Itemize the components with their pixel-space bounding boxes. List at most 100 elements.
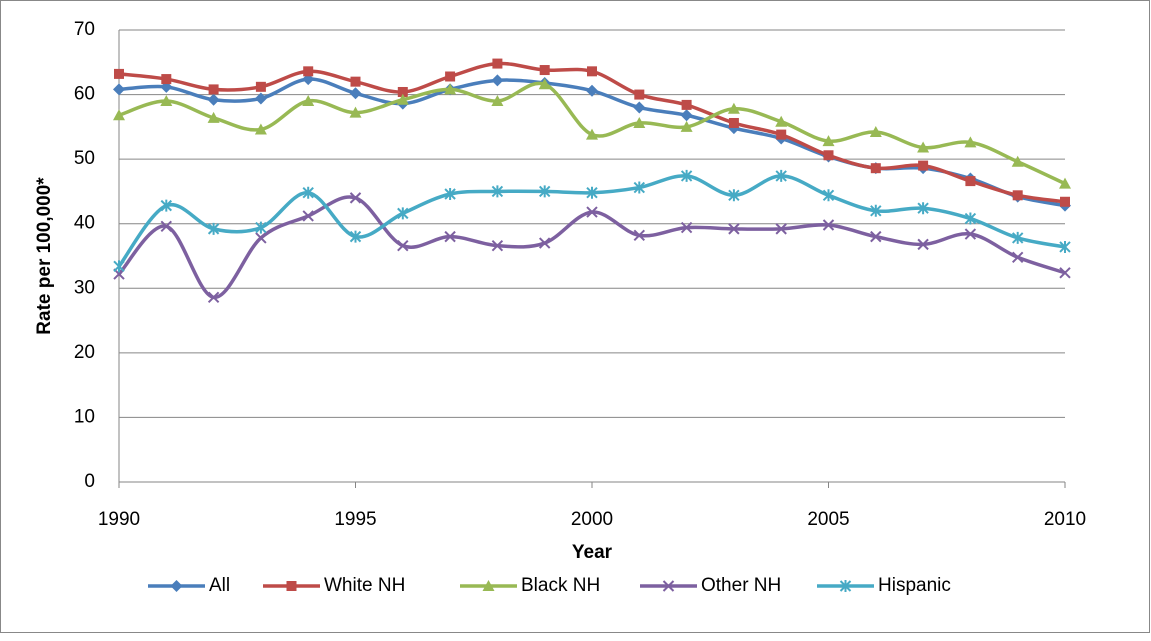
marker (170, 580, 183, 592)
x-axis-label: Year (572, 542, 613, 563)
marker (587, 66, 597, 77)
marker (160, 220, 173, 233)
marker (870, 230, 882, 243)
marker (207, 111, 220, 123)
marker-shape (662, 580, 675, 592)
marker-shape (1060, 196, 1070, 207)
marker-shape (1012, 190, 1023, 201)
marker (728, 223, 740, 235)
marker (491, 74, 504, 87)
marker (586, 206, 598, 218)
marker-shape (870, 230, 882, 243)
x-tick-label: 1995 (334, 509, 376, 530)
marker-shape (727, 102, 740, 114)
marker (538, 185, 551, 198)
marker-shape (113, 83, 125, 96)
marker-shape (397, 207, 409, 220)
marker (492, 58, 503, 69)
marker-shape (255, 232, 267, 244)
marker (917, 141, 930, 153)
x-tick-label: 1990 (98, 509, 140, 530)
marker-shape (491, 185, 504, 198)
marker-shape (634, 89, 645, 100)
marker-shape (302, 95, 315, 107)
marker (586, 128, 598, 140)
marker-shape (302, 210, 314, 222)
marker-shape (350, 76, 361, 87)
marker-shape (254, 92, 267, 105)
marker (208, 84, 219, 95)
marker-shape (586, 206, 598, 218)
marker (302, 210, 314, 222)
marker-shape (775, 223, 787, 235)
marker (964, 212, 977, 225)
marker-shape (870, 204, 882, 217)
marker (302, 186, 314, 199)
marker-shape (728, 223, 740, 235)
marker-shape (917, 238, 929, 251)
marker (728, 117, 739, 128)
marker-shape (776, 129, 787, 140)
marker (775, 169, 787, 182)
marker (161, 74, 172, 85)
marker (349, 230, 362, 243)
marker-shape (492, 58, 503, 69)
marker-shape (917, 202, 929, 215)
marker-shape (823, 150, 834, 161)
marker-shape (538, 185, 551, 198)
marker (839, 580, 852, 592)
y-tick-label: 70 (74, 19, 95, 40)
marker (113, 83, 125, 96)
y-tick-label: 30 (74, 277, 95, 298)
marker (491, 95, 504, 107)
marker (255, 81, 266, 92)
marker (160, 95, 173, 107)
marker-shape (680, 120, 693, 132)
marker (444, 188, 456, 201)
marker (539, 65, 550, 76)
marker-shape (964, 136, 977, 148)
marker (113, 260, 125, 273)
marker (586, 84, 598, 97)
marker (207, 291, 220, 304)
marker (680, 120, 693, 132)
marker (538, 237, 551, 249)
y-tick-label: 20 (74, 342, 95, 363)
marker (114, 68, 124, 79)
marker-shape (208, 84, 219, 95)
marker-shape (1059, 177, 1071, 189)
marker (255, 232, 267, 244)
marker (633, 116, 646, 128)
legend-label: Hispanic (878, 575, 951, 596)
legend-label: All (209, 575, 230, 596)
marker (349, 192, 362, 204)
marker-shape (918, 160, 929, 171)
marker-shape (538, 237, 551, 249)
marker-shape (482, 580, 495, 591)
marker (160, 199, 173, 212)
marker (491, 185, 504, 198)
marker-shape (491, 74, 504, 87)
marker-shape (1059, 267, 1071, 279)
legend-label: Black NH (521, 575, 600, 596)
marker (113, 109, 125, 121)
marker-shape (822, 189, 835, 202)
marker (444, 83, 457, 95)
marker (917, 202, 929, 215)
marker-shape (822, 219, 835, 231)
marker (445, 71, 456, 82)
marker (633, 101, 646, 114)
marker-shape (397, 239, 409, 252)
marker-shape (444, 188, 456, 201)
legend-label: White NH (324, 575, 405, 596)
marker (869, 126, 882, 138)
x-tick-label: 2005 (807, 509, 849, 530)
marker (397, 207, 409, 220)
marker-shape (207, 222, 220, 235)
marker (776, 129, 787, 140)
marker-shape (822, 135, 835, 147)
marker (286, 581, 297, 591)
marker (303, 66, 314, 77)
marker (775, 115, 788, 127)
